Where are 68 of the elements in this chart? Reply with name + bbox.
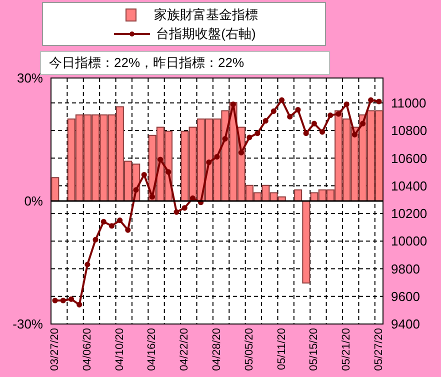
point (117, 218, 123, 224)
point (303, 130, 309, 136)
bar (302, 200, 310, 284)
point (278, 97, 285, 103)
y2-tick-label: 10000 (391, 234, 428, 249)
point (376, 98, 382, 104)
legend-label: 台指期收盤(右軸) (156, 24, 256, 42)
point (92, 236, 98, 242)
point (76, 302, 82, 308)
point (108, 223, 115, 229)
point (206, 160, 212, 166)
y2-tick-label: 11000 (391, 95, 426, 110)
y-tick-label: 0% (24, 194, 44, 209)
point (149, 194, 156, 200)
x-tick-label: 05/05/20 (243, 328, 256, 371)
point (344, 101, 350, 108)
point (141, 172, 147, 178)
x-tick-label: 04/28/20 (211, 328, 223, 371)
y2-tick-label: 9400 (391, 316, 420, 332)
point (287, 114, 293, 120)
x-tick-label: 04/22/20 (178, 328, 191, 371)
point (174, 209, 180, 215)
x-tick-label: 04/06/20 (81, 328, 94, 371)
y2-tick-label: 10400 (391, 178, 428, 194)
point (214, 154, 220, 160)
bar (294, 189, 302, 202)
x-tick-label: 05/15/20 (308, 328, 320, 371)
point (270, 108, 276, 114)
point (238, 150, 244, 156)
point (246, 134, 252, 140)
point (52, 298, 58, 304)
point (68, 296, 74, 302)
point (166, 169, 172, 175)
x-tick-label: 05/21/20 (340, 328, 353, 371)
x-tick-label: 03/27/20 (49, 328, 62, 371)
point (336, 111, 342, 117)
y-tick-label: 30% (16, 70, 44, 86)
point (295, 106, 301, 113)
y2-tick-label: 9800 (391, 261, 420, 276)
point (60, 298, 66, 304)
point (133, 187, 139, 193)
point (222, 136, 228, 142)
point (182, 205, 188, 211)
point (158, 156, 164, 162)
point (84, 262, 90, 268)
legend-label: 家族財富基金指標 (154, 6, 258, 24)
y-tick-label: -30% (12, 316, 44, 332)
point (368, 97, 374, 103)
bar (51, 177, 60, 202)
y2-tick-label: 10600 (391, 150, 428, 166)
point (311, 120, 317, 126)
y2-tick-label: 9600 (391, 288, 420, 304)
point (100, 218, 106, 225)
point (360, 120, 366, 126)
point (262, 118, 268, 124)
point (328, 112, 334, 118)
text: 今日指標：22%，昨日指標：22% (49, 55, 244, 70)
x-tick-label: 05/11/20 (276, 328, 288, 370)
y2-tick-label: 10800 (391, 123, 428, 138)
x-tick-label: 04/10/20 (114, 328, 126, 371)
x-tick-label: 04/16/20 (146, 328, 158, 371)
y2-tick-label: 10200 (391, 206, 428, 222)
point (352, 132, 358, 138)
point (230, 101, 236, 108)
point (125, 227, 131, 233)
point (254, 130, 260, 136)
point (319, 129, 326, 135)
x-tick-label: 05/27/20 (372, 328, 385, 371)
